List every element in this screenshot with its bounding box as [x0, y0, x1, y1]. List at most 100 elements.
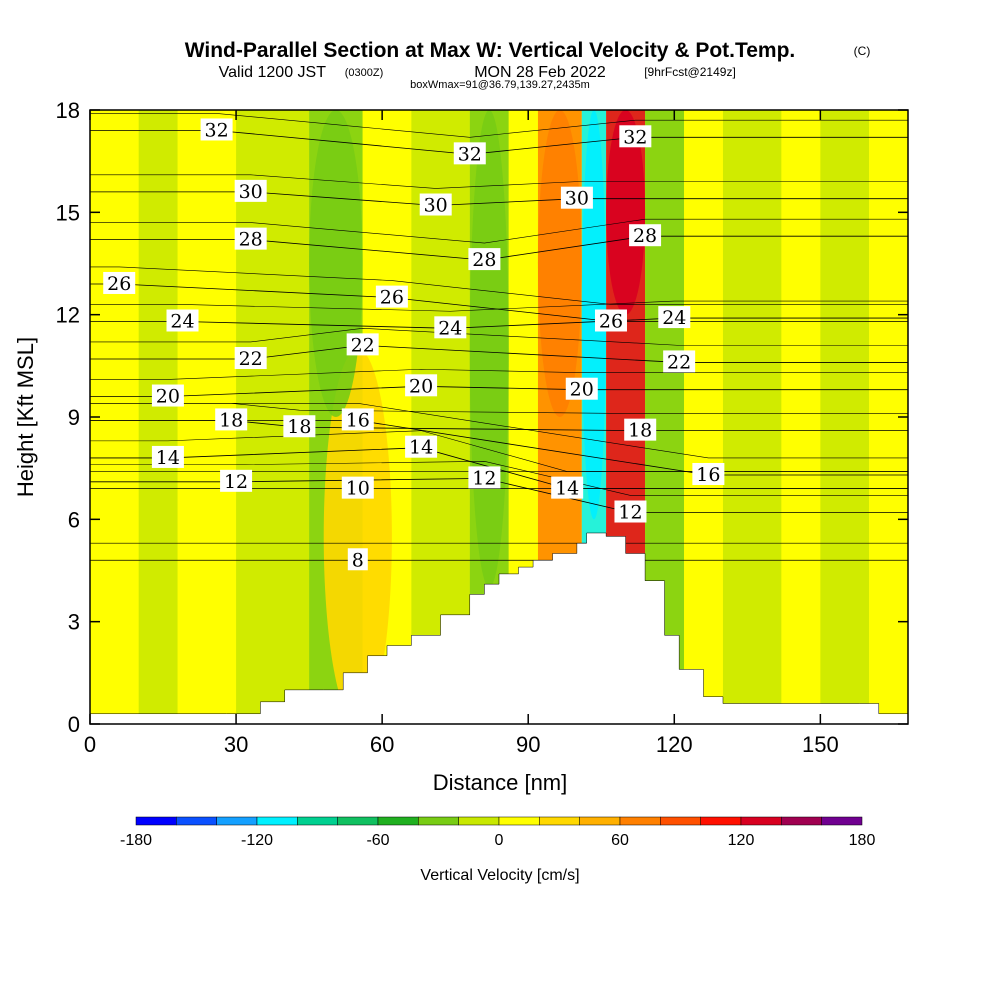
contour-label: 28: [468, 248, 501, 271]
contour-label-text: 26: [107, 273, 131, 295]
colorbar-swatch: [216, 816, 258, 826]
contour-label-box: [151, 384, 184, 407]
theta-contour-line: [90, 113, 908, 138]
contour-label-text: 28: [239, 229, 263, 251]
contour-label-text: 24: [438, 317, 462, 339]
contour-label-text: 28: [633, 225, 657, 247]
colorbar-swatch: [740, 816, 782, 826]
colorbar-swatch: [135, 816, 177, 826]
y-tick-label: 18: [56, 98, 80, 123]
contour-label-box: [166, 309, 199, 332]
contour-label-text: 12: [224, 471, 248, 493]
contour-label-text: 30: [239, 181, 263, 203]
contour-label: 32: [619, 125, 652, 148]
contour-label-box: [419, 193, 452, 216]
x-tick-label: 150: [802, 732, 839, 757]
contour-label: 14: [405, 435, 438, 459]
colorbar-swatch: [176, 816, 217, 826]
contour-label-box: [619, 125, 652, 148]
contour-label-text: 24: [170, 310, 194, 332]
colorbar-swatch: [619, 816, 661, 826]
contour-label-text: 28: [472, 249, 496, 271]
contour-label: 26: [594, 309, 627, 332]
contour-label: 14: [151, 445, 184, 469]
velocity-region-downdraft-band: [309, 110, 363, 417]
contour-label: 18: [283, 415, 316, 438]
velocity-band: [781, 110, 821, 724]
valid-date: MON 28 Feb 2022: [474, 64, 606, 81]
velocity-region-strong-downdraft-lee: [581, 110, 607, 520]
y-tick-label: 15: [56, 200, 80, 225]
theta-contour-line: [90, 174, 908, 189]
theta-contour-line: [90, 266, 908, 305]
contour-label: 16: [692, 462, 725, 486]
contour-label: 20: [565, 377, 598, 401]
contour-label: 30: [419, 193, 452, 217]
contour-label: 14: [551, 476, 584, 500]
contour-label: 22: [663, 350, 696, 373]
contour-label-text: 16: [696, 464, 720, 486]
colorbar-swatch: [700, 816, 742, 826]
colorbar-swatch: [579, 816, 621, 826]
colorbar-tick-label: 0: [495, 832, 504, 849]
axis-ticks: 0 30 60 90 120 150 0 3 6 9 12 15 18: [56, 98, 908, 757]
contour-label: 12: [468, 466, 501, 489]
contour-label-box: [624, 418, 657, 441]
box-info: boxWmax=91@36.79,139.27,2435m: [410, 79, 590, 91]
contour-label: 8: [347, 548, 368, 571]
velocity-region-updraft-left-ridge: [323, 348, 392, 724]
contour-label-text: 14: [409, 437, 433, 459]
theta-contour-line: [90, 403, 908, 414]
contour-label-box: [234, 347, 267, 370]
contour-label: 16: [341, 408, 374, 431]
contour-label-text: 26: [380, 287, 404, 309]
y-tick-label: 0: [68, 712, 80, 737]
contour-label: 10: [341, 476, 374, 500]
contour-label-box: [468, 248, 501, 271]
colorbar-swatch: [377, 816, 419, 826]
colorbar-tick-label: 120: [728, 832, 755, 849]
contour-label-text: 12: [472, 467, 496, 489]
contour-label-box: [692, 462, 725, 485]
contour-label-box: [341, 408, 374, 431]
plot-area: 8 10 12 12 12 14 14 14 16 16 18 18 18 20 20 20 22 22 22 24 2…: [90, 110, 908, 724]
contour-label-text: 12: [618, 502, 642, 524]
x-tick-label: 30: [224, 732, 248, 757]
contour-label-box: [375, 285, 408, 308]
contour-label-text: 10: [346, 478, 370, 500]
contour-label: 30: [560, 186, 593, 210]
colorbar-swatch: [781, 816, 822, 826]
contour-label-box: [405, 435, 438, 458]
theta-contour-line: [90, 218, 908, 244]
contour-label-box: [347, 548, 368, 571]
contour-label-box: [434, 316, 467, 339]
velocity-band: [684, 110, 723, 724]
contour-label-text: 8: [352, 549, 364, 571]
chart-title: Wind-Parallel Section at Max W: Vertical…: [185, 39, 796, 62]
theta-contour-line: [90, 461, 908, 496]
colorbar-swatch: [256, 816, 298, 826]
valid-time: Valid 1200 JST: [219, 64, 327, 81]
contour-label-text: 24: [662, 307, 686, 329]
contour-label-box: [151, 445, 184, 468]
contour-label-box: [658, 306, 691, 329]
contour-label-box: [234, 179, 267, 202]
x-tick-label: 0: [84, 732, 96, 757]
copyright-mark: (C): [854, 44, 871, 58]
velocity-region-updraft-column: [537, 110, 582, 417]
contour-label-box: [629, 224, 662, 247]
contour-label-box: [215, 408, 248, 431]
contour-label-box: [283, 415, 316, 438]
contour-label-text: 26: [599, 310, 623, 332]
forecast-info: [9hrFcst@2149z]: [644, 65, 736, 79]
contour-label-box: [663, 350, 696, 373]
velocity-region-strong-updraft-lee: [606, 110, 646, 315]
contour-label: 24: [166, 309, 199, 332]
velocity-band: [820, 110, 870, 724]
contour-label-text: 18: [219, 409, 243, 431]
contour-label-box: [565, 377, 598, 400]
contour-label: 28: [629, 224, 662, 247]
contour-label: 18: [624, 418, 657, 442]
colorbar-swatch: [660, 816, 701, 826]
